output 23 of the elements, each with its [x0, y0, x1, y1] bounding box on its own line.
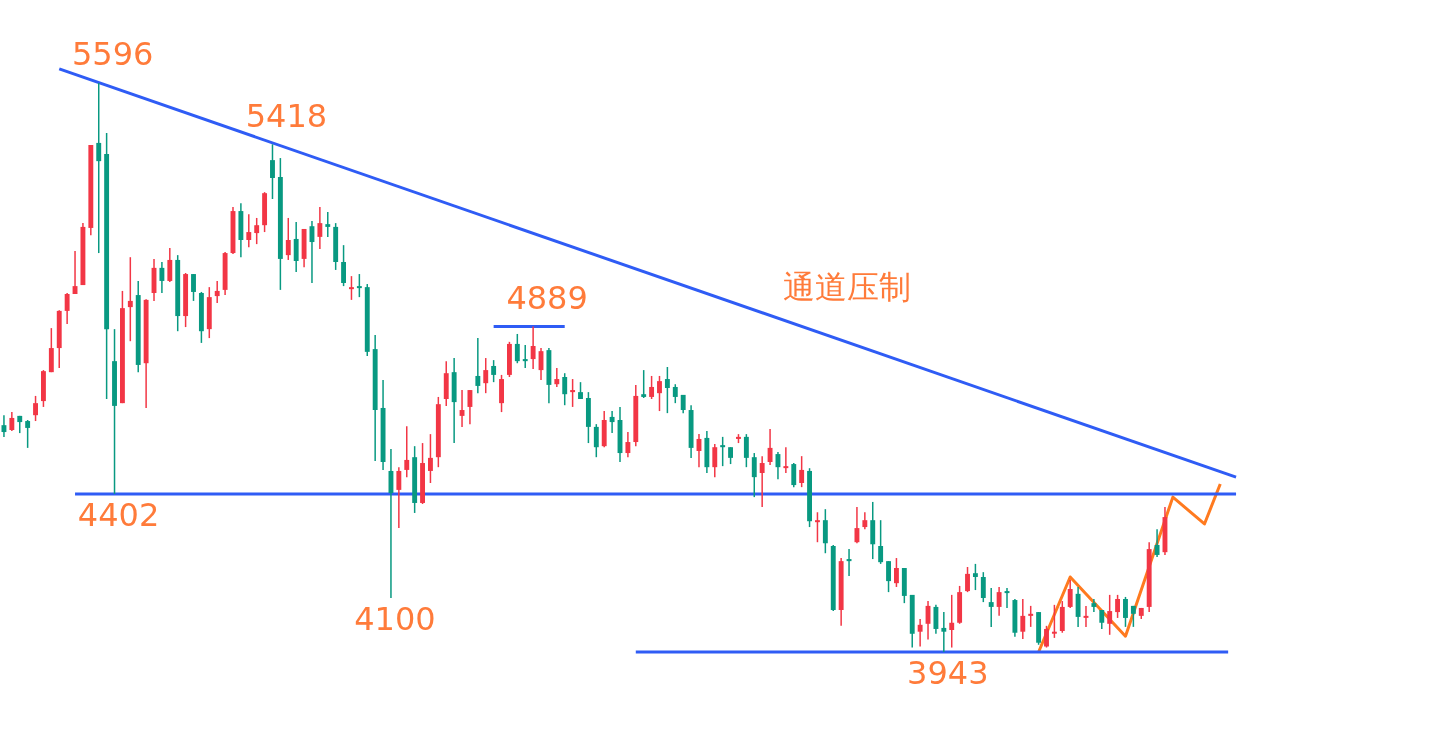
- candlestick: [783, 447, 789, 474]
- candlestick: [325, 212, 331, 237]
- candlestick: [917, 618, 923, 647]
- candlestick: [941, 612, 947, 653]
- candlestick: [988, 587, 994, 627]
- candlestick: [404, 426, 410, 478]
- annotation: 4100: [354, 600, 436, 639]
- candlestick: [475, 338, 481, 394]
- candlestick: [214, 280, 220, 303]
- candlestick: [1091, 599, 1097, 613]
- candlestick: [246, 214, 252, 248]
- annotation: 5596: [72, 35, 154, 74]
- candlestick: [530, 326, 536, 370]
- annotation: 4402: [77, 496, 160, 535]
- annotation: 3943: [907, 654, 989, 693]
- candlestick: [554, 368, 560, 387]
- annotation: 5418: [245, 96, 328, 135]
- candlestick: [759, 456, 765, 508]
- candlestick: [522, 344, 528, 369]
- annotation: 通道压制: [782, 268, 911, 307]
- candlestick: [609, 411, 615, 434]
- candlestick: [396, 467, 402, 529]
- annotation: 4889: [506, 278, 588, 317]
